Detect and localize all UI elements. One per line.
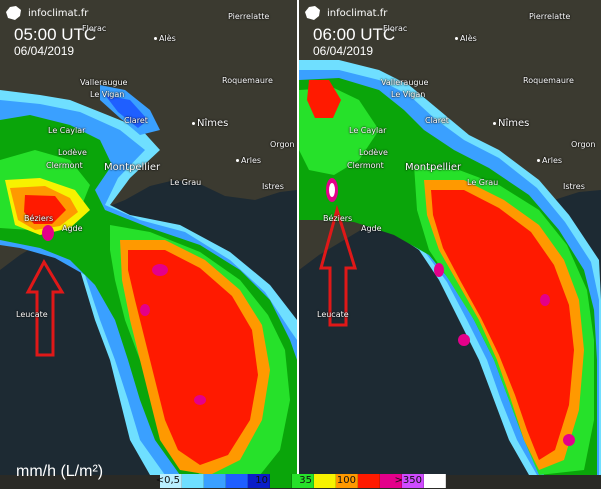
radar-panel-0500: infoclimat.fr 05:00 UTC 06/04/2019 Flora… bbox=[0, 0, 297, 475]
legend-swatch bbox=[204, 474, 226, 488]
city-ales: Alès bbox=[455, 34, 477, 43]
city-agde: Agde bbox=[361, 224, 382, 233]
city-clermont: Clermont bbox=[347, 161, 384, 170]
time-label: 05:00 UTC bbox=[14, 25, 97, 44]
city-ales: Alès bbox=[154, 34, 176, 43]
city-valleraugue: Valleraugue bbox=[80, 78, 128, 87]
legend-label: <0,5 bbox=[155, 475, 180, 486]
legend-swatch: 10 bbox=[248, 474, 270, 488]
city-roquemaure: Roquemaure bbox=[523, 76, 574, 85]
france-logo-icon bbox=[6, 6, 21, 20]
legend-swatch bbox=[226, 474, 248, 488]
city-nimes: Nîmes bbox=[192, 118, 228, 129]
legend-label: 100 bbox=[336, 475, 356, 486]
city-pierrelatte: Pierrelatte bbox=[529, 12, 571, 21]
city-pierrelatte: Pierrelatte bbox=[228, 12, 270, 21]
city-valleraugue: Valleraugue bbox=[381, 78, 429, 87]
legend-label: 35 bbox=[299, 475, 312, 486]
city-agde: Agde bbox=[62, 224, 83, 233]
city-orgon: Orgon bbox=[571, 140, 596, 149]
city-istres: Istres bbox=[262, 182, 284, 191]
legend-label: >350 bbox=[394, 475, 422, 486]
date-label: 06/04/2019 bbox=[313, 44, 374, 58]
city-beziers: Béziers bbox=[323, 214, 353, 223]
city-lodeve: Lodève bbox=[58, 148, 87, 157]
legend-swatch: 35 bbox=[292, 474, 314, 488]
timestamp: 05:00 UTC 06/04/2019 bbox=[14, 26, 96, 57]
legend-swatch bbox=[358, 474, 380, 488]
city-le-vigan: Le Vigan bbox=[90, 90, 125, 99]
legend-swatch bbox=[424, 474, 446, 488]
city-montpellier: Montpellier bbox=[104, 162, 161, 173]
city-claret: Claret bbox=[425, 116, 449, 125]
city-le-grau: Le Grau bbox=[467, 178, 499, 187]
panel-divider bbox=[297, 0, 299, 475]
city-le-caylar: Le Caylar bbox=[349, 126, 387, 135]
legend-swatch: <0,5 bbox=[156, 474, 182, 488]
legend-swatch bbox=[314, 474, 336, 488]
radar-map-0600 bbox=[299, 0, 601, 475]
legend-label: 10 bbox=[255, 475, 268, 486]
city-nimes: Nîmes bbox=[493, 118, 529, 129]
city-le-grau: Le Grau bbox=[170, 178, 202, 187]
date-label: 06/04/2019 bbox=[14, 44, 75, 58]
brand: infoclimat.fr bbox=[6, 6, 88, 20]
unit-label: mm/h (L/m²) bbox=[16, 463, 104, 480]
city-le-caylar: Le Caylar bbox=[48, 126, 86, 135]
brand-label: infoclimat.fr bbox=[28, 7, 89, 19]
city-leucate: Leucate bbox=[317, 310, 349, 319]
timestamp-right: 06:00 UTC 06/04/2019 bbox=[313, 26, 395, 57]
city-florac: Florac bbox=[82, 24, 107, 33]
legend-swatch bbox=[380, 474, 402, 488]
radar-panel-0600: infoclimat.fr 06:00 UTC 06/04/2019 Flora… bbox=[299, 0, 601, 475]
city-orgon: Orgon bbox=[270, 140, 295, 149]
legend-swatch bbox=[270, 474, 292, 488]
city-claret: Claret bbox=[124, 116, 148, 125]
city-lodeve: Lodève bbox=[359, 148, 388, 157]
brand-right: infoclimat.fr bbox=[305, 6, 387, 20]
city-montpellier: Montpellier bbox=[405, 162, 462, 173]
city-arles: Arles bbox=[537, 156, 562, 165]
color-legend: <0,5 10 35 100 >350 bbox=[156, 474, 446, 488]
city-leucate: Leucate bbox=[16, 310, 48, 319]
city-clermont: Clermont bbox=[46, 161, 83, 170]
city-arles: Arles bbox=[236, 156, 261, 165]
legend-swatch: >350 bbox=[395, 474, 424, 488]
radar-map-0500 bbox=[0, 0, 297, 475]
legend-swatch bbox=[182, 474, 204, 488]
brand-label: infoclimat.fr bbox=[327, 7, 388, 19]
time-label: 06:00 UTC bbox=[313, 25, 396, 44]
city-florac: Florac bbox=[383, 24, 408, 33]
city-beziers: Béziers bbox=[24, 214, 54, 223]
legend-swatch: 100 bbox=[336, 474, 358, 488]
city-istres: Istres bbox=[563, 182, 585, 191]
city-roquemaure: Roquemaure bbox=[222, 76, 273, 85]
city-le-vigan: Le Vigan bbox=[391, 90, 426, 99]
france-logo-icon bbox=[305, 6, 320, 20]
